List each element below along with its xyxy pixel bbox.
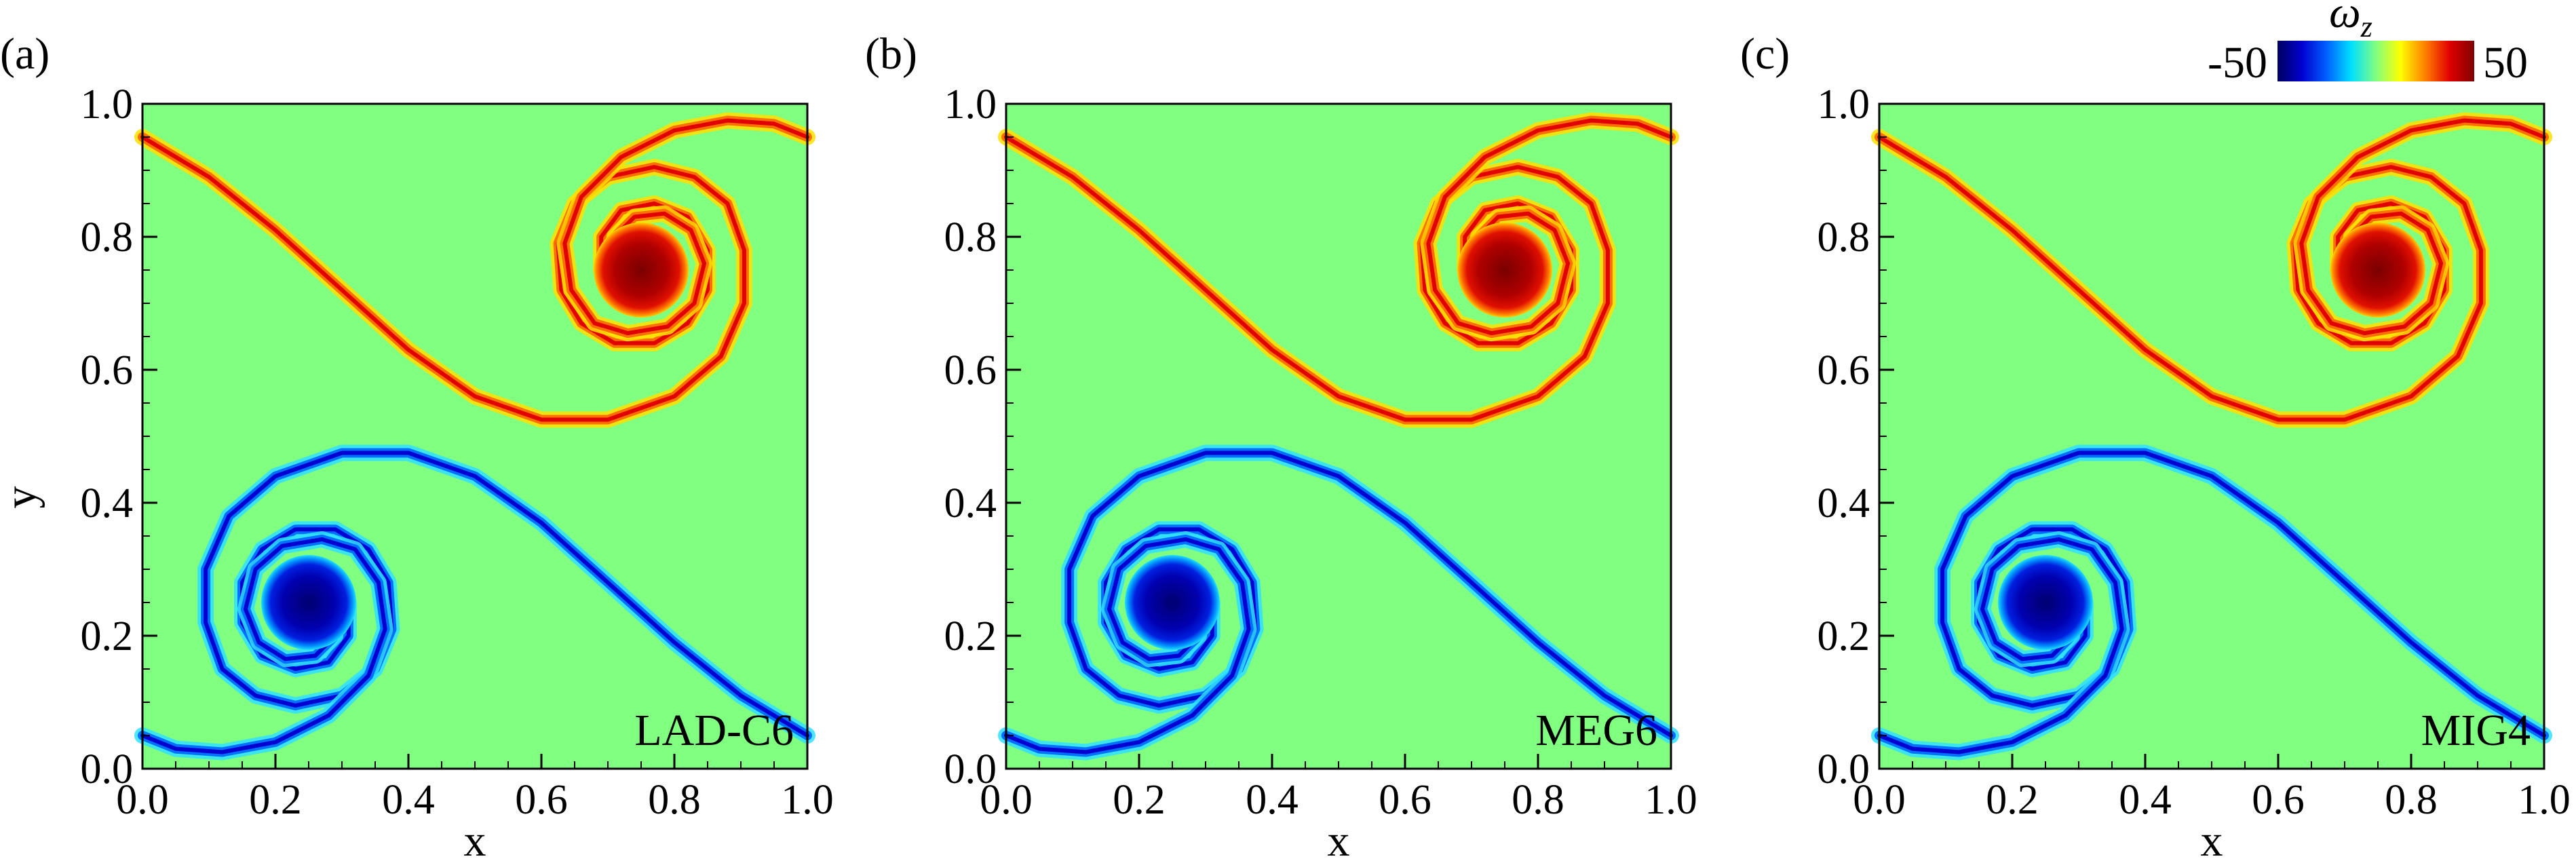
y-tick-label: 0.4 xyxy=(81,480,134,527)
negative-vorticity-band xyxy=(998,531,1257,761)
x-tick-label: 0.2 xyxy=(1113,777,1166,823)
panel-c: (c) 0.0 0.2 0.4 0.6 0.8 1.0 0.0 0.2 0.4 0.6 0.8 1.… xyxy=(1740,29,2571,861)
y-tick-label: 0.6 xyxy=(81,347,134,394)
x-tick-label: 0.6 xyxy=(2252,777,2305,823)
x-tick-label: 0.0 xyxy=(116,777,169,823)
x-ticks: 0.0 0.2 0.4 0.6 0.8 1.0 xyxy=(980,754,1697,823)
x-tick-label: 0.6 xyxy=(1379,777,1431,823)
y-ticks: 0.0 0.2 0.4 0.6 0.8 1.0 xyxy=(1818,81,1894,792)
y-tick-label: 1.0 xyxy=(1818,81,1870,128)
method-label: MEG6 xyxy=(1535,706,1657,755)
y-tick-label: 1.0 xyxy=(944,81,997,128)
method-label: LAD-C6 xyxy=(634,706,794,755)
x-tick-label: 0.4 xyxy=(2119,777,2172,823)
negative-vortex-core xyxy=(261,555,356,650)
x-tick-label: 1.0 xyxy=(2518,777,2571,823)
panel-label: (c) xyxy=(1740,29,1790,79)
positive-vortex-core xyxy=(2330,223,2425,318)
x-tick-label: 1.0 xyxy=(1645,777,1697,823)
y-tick-label: 0.4 xyxy=(1818,480,1870,527)
positive-vorticity-band xyxy=(1420,112,1679,342)
x-tick-label: 1.0 xyxy=(781,777,834,823)
colorbar-bar xyxy=(2277,41,2474,81)
negative-vortex-core xyxy=(1125,555,1220,650)
colorbar: ωz -50 50 xyxy=(2208,0,2528,88)
y-tick-label: 1.0 xyxy=(81,81,134,128)
x-ticks: 0.0 0.2 0.4 0.6 0.8 1.0 xyxy=(1853,754,2571,823)
x-tick-label: 0.0 xyxy=(980,777,1033,823)
positive-vorticity-band xyxy=(2293,112,2552,342)
negative-vortex-core xyxy=(1998,555,2093,650)
colorbar-title-sub: z xyxy=(2360,10,2372,43)
y-axis-title: y xyxy=(0,486,45,509)
y-ticks: 0.0 0.2 0.4 0.6 0.8 1.0 xyxy=(81,81,157,792)
x-axis-title: x xyxy=(464,816,486,861)
x-tick-label: 0.2 xyxy=(1986,777,2039,823)
y-tick-label: 0.8 xyxy=(81,214,134,261)
x-axis-title: x xyxy=(1328,816,1350,861)
panel-b: (b) 0.0 0.2 0.4 0.6 0.8 1.0 0.0 0.2 0.4 0.6 0.8 1.… xyxy=(865,29,1697,861)
x-tick-label: 0.8 xyxy=(2385,777,2438,823)
x-tick-label: 0.4 xyxy=(1246,777,1299,823)
panel-label: (a) xyxy=(0,29,50,79)
y-tick-label: 0.4 xyxy=(944,480,997,527)
y-tick-label: 0.8 xyxy=(944,214,997,261)
colorbar-title: ωz xyxy=(2329,0,2372,43)
colorbar-min-label: -50 xyxy=(2208,38,2267,88)
x-tick-label: 0.0 xyxy=(1853,777,1906,823)
positive-vortex-core xyxy=(594,223,689,318)
x-tick-label: 0.4 xyxy=(382,777,435,823)
y-tick-label: 0.6 xyxy=(1818,347,1870,394)
x-tick-label: 0.6 xyxy=(515,777,568,823)
colorbar-max-label: 50 xyxy=(2483,38,2528,88)
panel-a: (a) 0.0 0.2 0.4 0.6 0.8 1.0 0.0 0.2 0.4 0.6 0.8 1.… xyxy=(0,29,834,861)
x-axis-title: x xyxy=(2201,816,2223,861)
field-layer xyxy=(998,112,1679,761)
x-tick-label: 0.8 xyxy=(648,777,701,823)
y-ticks: 0.0 0.2 0.4 0.6 0.8 1.0 xyxy=(944,81,1021,792)
positive-vorticity-band xyxy=(556,112,815,342)
y-tick-label: 0.0 xyxy=(944,746,997,792)
y-tick-label: 0.0 xyxy=(81,746,134,792)
y-tick-label: 0.2 xyxy=(944,613,997,659)
method-label: MIG4 xyxy=(2421,706,2531,755)
y-tick-label: 0.0 xyxy=(1818,746,1870,792)
panel-label: (b) xyxy=(865,29,917,79)
x-tick-label: 0.2 xyxy=(249,777,302,823)
y-tick-label: 0.2 xyxy=(1818,613,1870,659)
positive-vortex-core xyxy=(1457,223,1552,318)
negative-vorticity-band xyxy=(134,531,393,761)
x-ticks: 0.0 0.2 0.4 0.6 0.8 1.0 xyxy=(116,754,834,823)
y-tick-label: 0.6 xyxy=(944,347,997,394)
colorbar-title-main: ω xyxy=(2329,0,2361,37)
negative-vorticity-band xyxy=(1871,531,2130,761)
y-tick-label: 0.2 xyxy=(81,613,134,659)
x-tick-label: 0.8 xyxy=(1512,777,1564,823)
y-tick-label: 0.8 xyxy=(1818,214,1870,261)
field-layer xyxy=(1871,112,2552,761)
field-layer xyxy=(134,112,815,761)
